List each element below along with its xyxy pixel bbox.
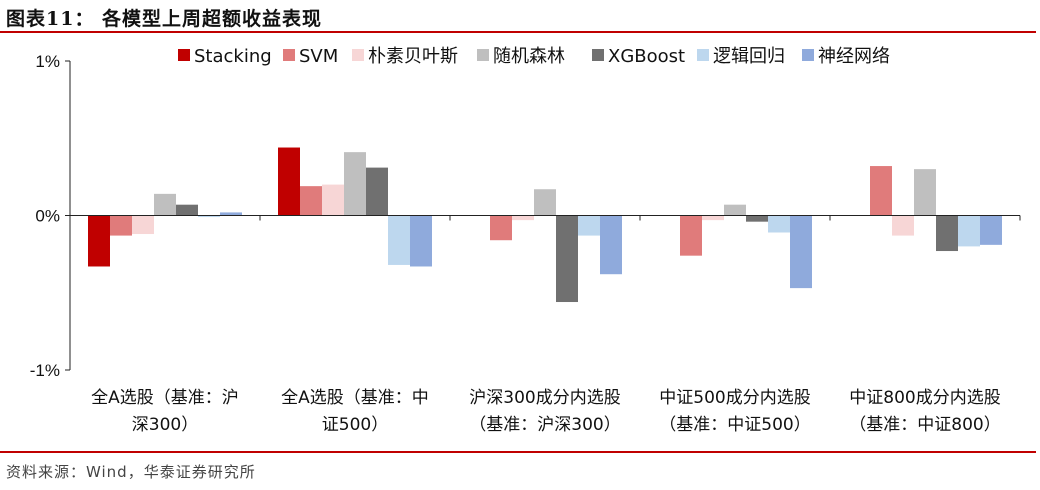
bar-朴素贝叶斯 — [132, 215, 154, 235]
bar-svm — [110, 215, 132, 236]
bar-神经网络 — [790, 215, 812, 289]
bar-神经网络 — [600, 215, 622, 275]
bar-逻辑回归 — [958, 215, 980, 247]
source-note: 资料来源：Wind，华泰证券研究所 — [6, 463, 256, 481]
legend-label: XGBoost — [608, 46, 685, 67]
bar-逻辑回归 — [768, 215, 790, 233]
bar-神经网络 — [980, 215, 1002, 245]
category-label: （基准：沪深300） — [469, 415, 620, 435]
bar-神经网络 — [220, 212, 242, 216]
category-label: 沪深300成分内选股 — [469, 388, 620, 408]
bar-随机森林 — [914, 169, 936, 216]
legend-label: SVM — [299, 46, 338, 67]
category-label: 全A选股（基准：沪 — [91, 388, 239, 408]
bar-朴素贝叶斯 — [322, 184, 344, 216]
bar-随机森林 — [154, 193, 176, 216]
category-label: 全A选股（基准：中 — [281, 388, 429, 408]
bar-逻辑回归 — [578, 215, 600, 236]
bar-svm — [490, 215, 512, 241]
bottom-rule — [0, 451, 1036, 453]
legend-label: 朴素贝叶斯 — [368, 46, 458, 67]
bar-xgboost — [366, 167, 388, 216]
legend-swatch — [352, 49, 364, 61]
bar-朴素贝叶斯 — [892, 215, 914, 236]
bar-xgboost — [746, 215, 768, 222]
category-label: 中证800成分内选股 — [849, 388, 1000, 408]
bar-随机森林 — [344, 152, 366, 216]
legend-swatch — [283, 49, 295, 61]
bar-xgboost — [176, 204, 198, 216]
category-label: （基准：中证800） — [849, 415, 1000, 435]
bar-xgboost — [936, 215, 958, 252]
bar-xgboost — [556, 215, 578, 303]
bar-stacking — [88, 215, 110, 267]
category-label: 中证500成分内选股 — [659, 388, 810, 408]
legend-swatch — [178, 49, 190, 61]
bar-随机森林 — [534, 189, 556, 216]
top-rule — [0, 31, 1036, 33]
y-tick-label: -1% — [30, 361, 60, 380]
bar-svm — [870, 166, 892, 216]
bar-朴素贝叶斯 — [512, 215, 534, 221]
bar-逻辑回归 — [198, 215, 220, 218]
bar-神经网络 — [410, 215, 432, 267]
bar-svm — [300, 186, 322, 216]
chart-title: 图表11： 各模型上周超额收益表现 — [6, 8, 323, 30]
bar-逻辑回归 — [388, 215, 410, 265]
bar-朴素贝叶斯 — [702, 215, 724, 221]
category-label: （基准：中证500） — [659, 415, 810, 435]
y-tick-label: 1% — [35, 52, 60, 71]
legend-swatch — [697, 49, 709, 61]
category-label: 深300） — [132, 415, 198, 435]
bar-stacking — [278, 147, 300, 216]
bar-svm — [680, 215, 702, 256]
bar-chart: 1% 0% -1% 全A选股（基准：沪深300） 全A选股（基准：中证500） 沪深300… — [30, 46, 1021, 435]
y-tick-label: 0% — [35, 207, 60, 226]
legend-swatch — [802, 49, 814, 61]
legend-label: Stacking — [194, 46, 272, 67]
legend-label: 逻辑回归 — [713, 46, 785, 67]
legend-swatch — [477, 49, 489, 61]
legend-label: 随机森林 — [493, 46, 565, 67]
bar-随机森林 — [724, 204, 746, 216]
legend-swatch — [592, 49, 604, 61]
category-label: 证500） — [322, 415, 388, 435]
legend-label: 神经网络 — [818, 46, 890, 67]
